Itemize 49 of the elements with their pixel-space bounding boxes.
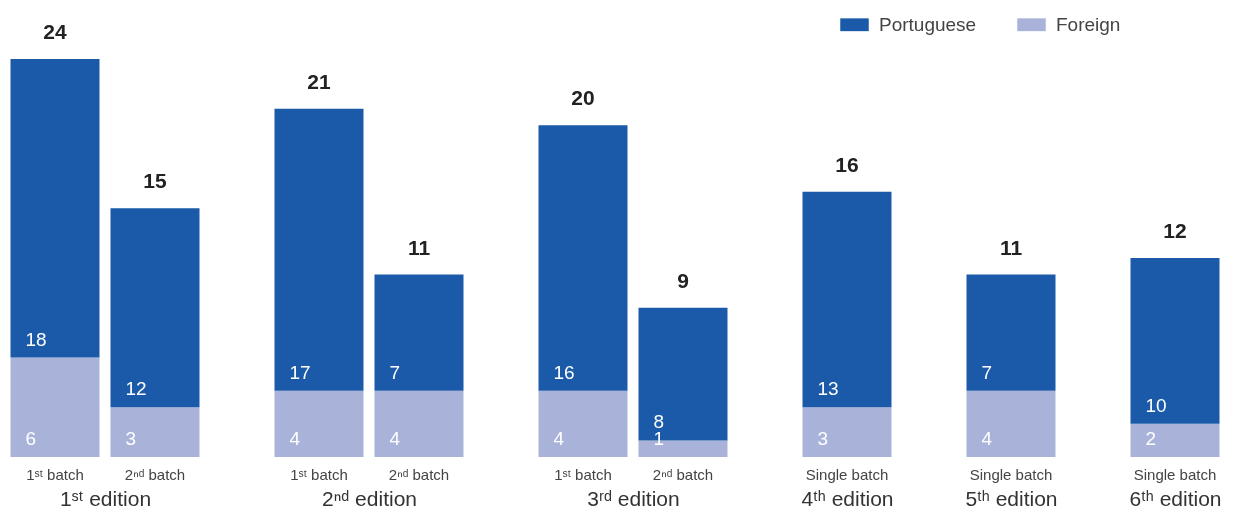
- data-label: 13: [817, 378, 839, 400]
- total-label: 16: [835, 152, 859, 176]
- data-label: 4: [981, 428, 993, 449]
- x-axis-title: 3ʳᵈ edition: [587, 486, 680, 510]
- data-label: 6: [25, 428, 36, 449]
- data-label: 4: [389, 428, 401, 449]
- bar: [10, 357, 100, 457]
- legend-label: Foreign: [1056, 13, 1121, 35]
- legend-label: Portuguese: [879, 13, 977, 35]
- x-tick-label: 2ⁿᵈ batch: [652, 465, 714, 483]
- bar: [538, 390, 628, 457]
- x-axis-title: 4ᵗʰ edition: [801, 486, 894, 510]
- data-label: 8: [653, 411, 664, 433]
- data-label: 16: [553, 361, 575, 383]
- total-label: 15: [143, 169, 167, 193]
- bar: [110, 208, 200, 408]
- data-label: 3: [817, 428, 828, 449]
- x-tick-label: 1ˢᵗ batch: [290, 465, 348, 483]
- data-label: 2: [1145, 428, 1156, 449]
- x-tick-label: Single batch: [969, 465, 1053, 483]
- total-label: 11: [407, 235, 431, 259]
- x-tick-label: 2ⁿᵈ batch: [124, 465, 186, 483]
- x-axis-title: 1ˢᵗ edition: [59, 486, 152, 510]
- data-label: 4: [289, 428, 301, 449]
- x-tick-label: 1ˢᵗ batch: [554, 465, 612, 483]
- bar: [110, 407, 200, 457]
- x-tick-label: 2ⁿᵈ batch: [388, 465, 450, 483]
- total-label: 11: [999, 235, 1023, 259]
- x-axis-title: 2ⁿᵈ edition: [322, 486, 417, 510]
- data-label: 10: [1145, 394, 1167, 416]
- x-tick-label: 1ˢᵗ batch: [26, 465, 84, 483]
- bar: [538, 125, 628, 391]
- data-label: 18: [25, 328, 47, 350]
- x-tick-label: Single batch: [1133, 465, 1217, 483]
- x-axis-title: 5ᵗʰ edition: [965, 486, 1058, 510]
- data-label: 7: [981, 361, 992, 383]
- data-label: 3: [125, 428, 136, 449]
- x-axis-title: 6ᵗʰ edition: [1129, 486, 1222, 510]
- bar: [10, 59, 100, 358]
- data-label: 17: [289, 361, 311, 383]
- data-label: 4: [553, 428, 565, 449]
- total-label: 24: [43, 20, 67, 43]
- total-label: 20: [571, 86, 595, 110]
- total-label: 21: [307, 69, 331, 93]
- data-label: 12: [125, 378, 147, 400]
- x-tick-label: Single batch: [805, 465, 889, 483]
- total-label: 12: [1163, 219, 1187, 242]
- data-label: 7: [389, 361, 400, 383]
- total-label: 9: [677, 268, 689, 292]
